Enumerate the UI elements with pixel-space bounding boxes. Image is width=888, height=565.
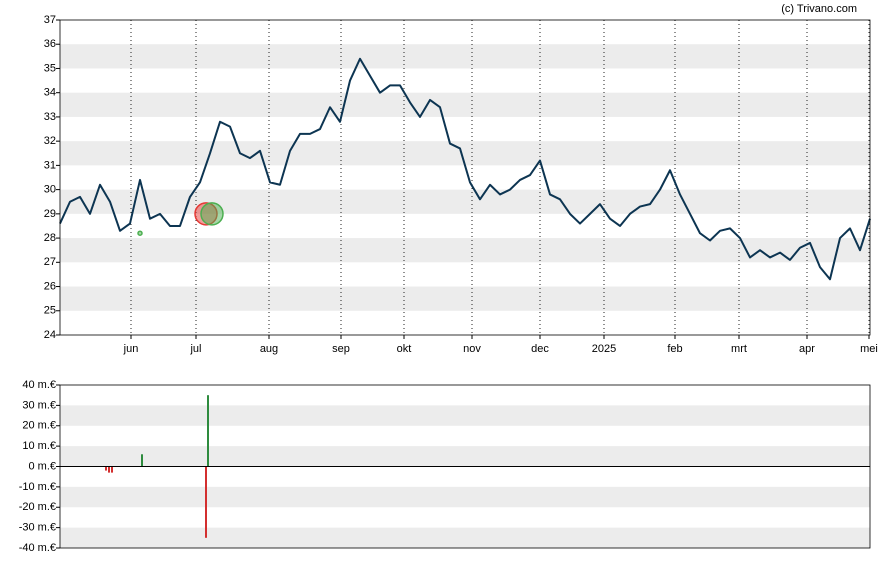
y-tick-label: 36 — [44, 38, 56, 50]
grid-band — [60, 238, 870, 263]
y-tick-label: 35 — [44, 62, 56, 74]
grid-band — [60, 286, 870, 311]
grid-band — [60, 141, 870, 166]
volume-bar — [207, 395, 209, 467]
y-tick-label: 32 — [44, 135, 56, 147]
y-tick-label: 24 — [44, 329, 56, 341]
x-tick-label: jul — [189, 343, 201, 355]
x-tick-label: apr — [799, 343, 815, 355]
volume-bar — [141, 454, 143, 467]
y-tick-label: 20 m.€ — [22, 420, 56, 432]
y-tick-label: -40 m.€ — [19, 542, 56, 554]
grid-band — [60, 92, 870, 117]
x-tick-label: jun — [123, 343, 139, 355]
x-tick-label: aug — [260, 343, 278, 355]
grid-band — [60, 44, 870, 69]
x-tick-label: mrt — [731, 343, 747, 355]
y-tick-label: -30 m.€ — [19, 522, 56, 534]
y-tick-label: 33 — [44, 111, 56, 123]
x-tick-label: 2025 — [592, 343, 616, 355]
x-tick-label: nov — [463, 343, 481, 355]
plot-frame — [59, 19, 871, 336]
y-tick-label: 28 — [44, 232, 56, 244]
y-tick-label: -10 m.€ — [19, 481, 56, 493]
y-tick-label: 40 m.€ — [22, 379, 56, 391]
volume-bar — [205, 466, 207, 538]
y-tick-label: 25 — [44, 305, 56, 317]
x-tick-label: sep — [332, 343, 350, 355]
y-tick-label: 27 — [44, 256, 56, 268]
grid-band — [60, 527, 870, 548]
x-tick-label: feb — [667, 343, 682, 355]
x-tick-label: dec — [531, 343, 549, 355]
y-tick-label: 30 m.€ — [22, 399, 56, 411]
grid-band — [60, 189, 870, 214]
volume-bar — [105, 466, 107, 471]
x-tick-label: okt — [397, 343, 412, 355]
plot-frame — [59, 384, 871, 549]
y-tick-label: 34 — [44, 87, 56, 99]
y-tick-label: 10 m.€ — [22, 440, 56, 452]
volume-bar — [111, 466, 113, 473]
y-tick-label: 30 — [44, 184, 56, 196]
grid-band — [60, 486, 870, 508]
trade-marker — [200, 202, 224, 226]
y-tick-label: -20 m.€ — [19, 501, 56, 513]
price-line — [59, 57, 871, 281]
trade-marker — [137, 230, 143, 236]
y-tick-label: 0 m.€ — [28, 460, 56, 472]
y-tick-label: 31 — [44, 159, 56, 171]
y-tick-label: 26 — [44, 280, 56, 292]
volume-bar — [108, 466, 110, 473]
grid-band — [60, 446, 870, 467]
credit: (c) Trivano.com — [781, 3, 857, 15]
grid-band — [60, 405, 870, 426]
x-tick-label: mei — [860, 343, 878, 355]
y-tick-label: 37 — [44, 14, 56, 26]
y-tick-label: 29 — [44, 208, 56, 220]
